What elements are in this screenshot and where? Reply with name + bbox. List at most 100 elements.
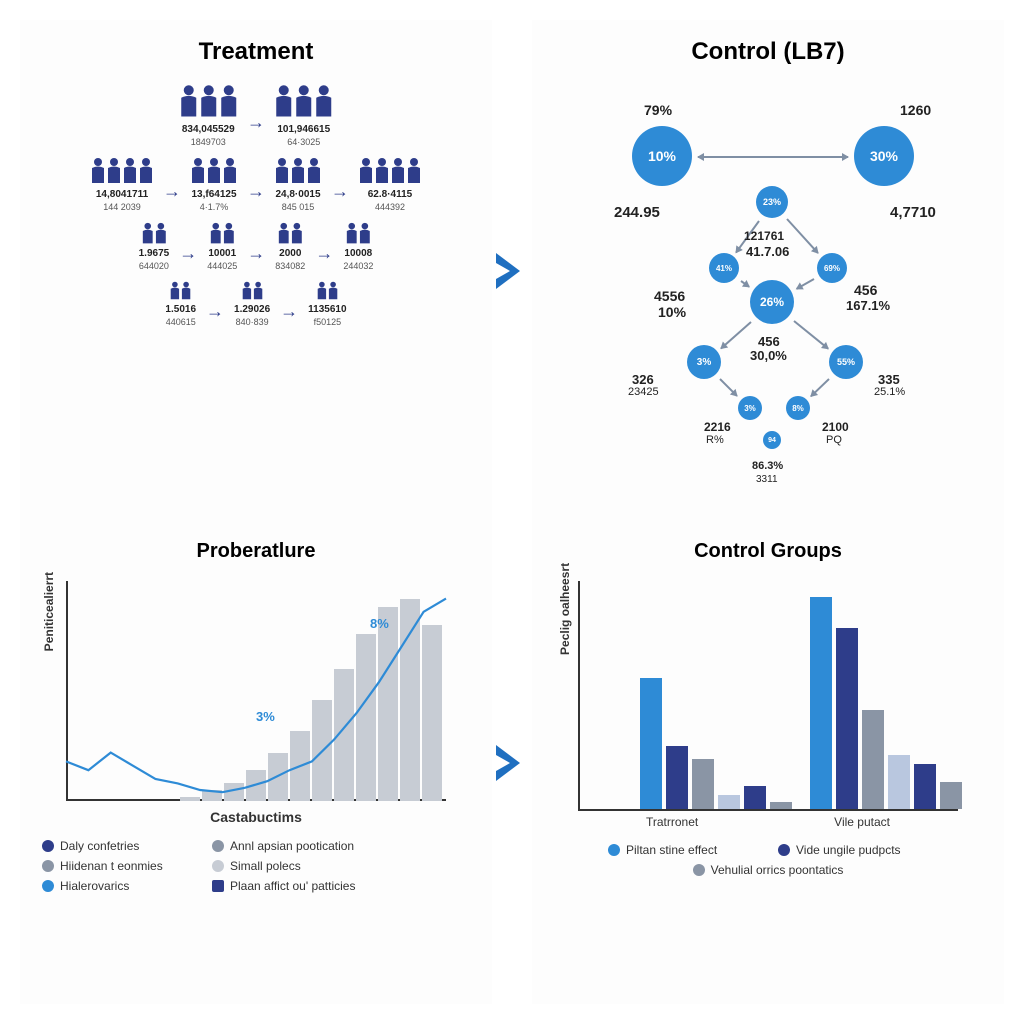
- bubble-edge: [786, 219, 819, 255]
- legend-item: Vehulial orrics poontatics: [693, 863, 844, 877]
- bubble-label: 79%: [644, 102, 672, 119]
- arrow-top: [492, 20, 532, 522]
- group-value-1: 10001: [208, 248, 236, 259]
- group-value-2: 834082: [275, 261, 305, 271]
- group-value-1: 101,946615: [277, 124, 330, 135]
- legend-label: Daly confetries: [60, 839, 139, 853]
- legend-label: Piltan stine effect: [626, 843, 717, 857]
- group-value-2: 840·839: [236, 317, 269, 327]
- control-title: Control (LB7): [554, 38, 982, 66]
- bar: [862, 710, 884, 809]
- legend-swatch: [42, 860, 54, 872]
- bar: [718, 795, 740, 809]
- legend-label: Hialerovarics: [60, 879, 129, 893]
- bar-group: [640, 678, 792, 809]
- bubble-edge: [796, 278, 814, 290]
- bar: [888, 755, 910, 809]
- panel-prober: Proberatlure Peniticealierrt 3%8% Castab…: [20, 522, 492, 1004]
- group-value-1: 10008: [344, 248, 372, 259]
- bubble-label: PQ: [826, 434, 842, 447]
- legend-label: Plaan affict ou' patticies: [230, 879, 355, 893]
- bar: [836, 628, 858, 809]
- legend-swatch: [42, 880, 54, 892]
- bubble-label: 244.95: [614, 204, 660, 222]
- bubble-edge: [721, 321, 752, 349]
- panel-treatment: Treatment 834,0455291849703→101,94661564…: [20, 20, 492, 522]
- people-group: 24,8·0015845 015: [275, 157, 321, 212]
- groups-chart: [578, 581, 958, 811]
- legend-swatch: [608, 844, 620, 856]
- bubble-label: R%: [706, 434, 724, 447]
- people-group: 1.29026 840·839: [234, 281, 270, 327]
- people-group: 13,f64125 4·1.7%: [191, 157, 237, 212]
- arrow-icon: →: [247, 112, 265, 133]
- arrow-icon: →: [179, 243, 197, 264]
- legend-item: Plaan affict ou' patticies: [212, 879, 362, 893]
- bubble-label: 25.1%: [874, 386, 905, 399]
- group-value-2: 244032: [343, 261, 373, 271]
- bubble-node: 3%: [687, 345, 721, 379]
- group-value-1: 62.8·4115: [368, 189, 413, 200]
- bar: [640, 678, 662, 809]
- chart-annotation: 3%: [256, 709, 275, 724]
- group-value-2: 4·1.7%: [200, 202, 229, 212]
- groups-xlabels: TratrronetVile putact: [578, 815, 958, 829]
- group-value-1: 834,045529: [182, 124, 235, 135]
- bubble-label: 86.3%: [752, 460, 783, 473]
- bar: [940, 782, 962, 809]
- group-value-1: 13,f64125: [191, 189, 236, 200]
- prober-xlabel: Castabuctims: [42, 809, 470, 825]
- bubble-diagram: 10%30%23%41%26%69%3%55%3%8%9479%1260244.…: [554, 84, 982, 504]
- group-value-1: 24,8·0015: [275, 189, 320, 200]
- legend-label: Hiidenan t eonmies: [60, 859, 163, 873]
- legend-item: Simall polecs: [212, 859, 362, 873]
- legend-label: Vide ungile pudpcts: [796, 843, 901, 857]
- people-group: 2000 834082: [275, 222, 305, 272]
- bubble-label: 121761: [744, 229, 784, 243]
- arrow-icon: →: [206, 301, 224, 322]
- bar: [914, 764, 936, 809]
- people-group: 62.8·4115444392: [359, 157, 421, 212]
- bubble-node: 10%: [632, 126, 692, 186]
- bubble-node: 30%: [854, 126, 914, 186]
- arrow-bottom: [492, 522, 532, 1004]
- group-value-2: 644020: [139, 261, 169, 271]
- group-value-2: 144 2039: [103, 202, 141, 212]
- bubble-node: 23%: [756, 186, 788, 218]
- arrow-icon: →: [280, 301, 298, 322]
- bubble-label: 167.1%: [846, 298, 890, 314]
- bubble-label: 4556: [654, 288, 685, 305]
- bubble-edge: [698, 156, 848, 158]
- arrow-icon: →: [163, 181, 181, 202]
- prober-chart: Peniticealierrt 3%8%: [66, 581, 446, 801]
- people-group: 1.5016440615: [165, 281, 196, 327]
- chevron-right-icon: [492, 741, 532, 785]
- bubble-node: 3%: [738, 396, 762, 420]
- bubble-node: 55%: [829, 345, 863, 379]
- groups-ylabel: Peclig oalheesrt: [558, 563, 572, 655]
- bar: [744, 786, 766, 809]
- legend-item: Daly confetries: [42, 839, 192, 853]
- group-value-1: 1135610: [308, 304, 346, 315]
- bar: [770, 802, 792, 809]
- bubble-label: 23425: [628, 386, 659, 399]
- category-label: Vile putact: [834, 815, 890, 829]
- chart-annotation: 8%: [370, 616, 389, 631]
- prober-ylabel: Peniticealierrt: [42, 572, 56, 651]
- bubble-edge: [720, 379, 738, 397]
- group-value-1: 2000: [279, 248, 301, 259]
- group-value-2: 1849703: [191, 137, 226, 147]
- bubble-node: 41%: [709, 253, 739, 283]
- prober-line: [66, 581, 446, 801]
- people-group: 1.9675644020: [139, 222, 170, 272]
- panel-control: Control (LB7) 10%30%23%41%26%69%3%55%3%8…: [532, 20, 1004, 522]
- panel-groups: Control Groups Peclig oalheesrt Tratrron…: [532, 522, 1004, 1004]
- legend-label: Vehulial orrics poontatics: [711, 863, 844, 877]
- bar: [810, 597, 832, 809]
- bubble-label: 2100: [822, 420, 849, 434]
- people-group: 101,94661564·3025: [275, 84, 333, 147]
- group-value-1: 1.29026: [234, 304, 270, 315]
- bubble-node: 94: [763, 431, 781, 449]
- bar: [692, 759, 714, 809]
- legend-item: Annl apsian pootication: [212, 839, 362, 853]
